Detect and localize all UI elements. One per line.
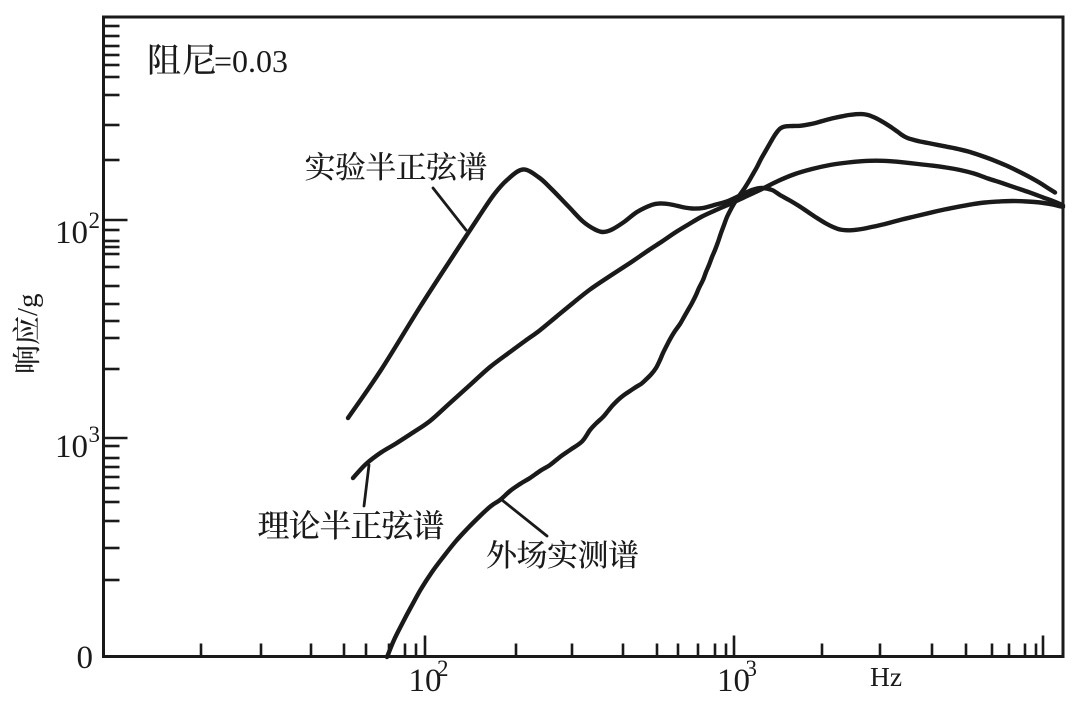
svg-text:3: 3 bbox=[89, 422, 101, 447]
svg-text:/g: /g bbox=[12, 293, 44, 316]
svg-text:Hz: Hz bbox=[870, 661, 902, 692]
svg-text:10: 10 bbox=[409, 663, 442, 699]
svg-text:3: 3 bbox=[746, 656, 758, 681]
svg-text:2: 2 bbox=[437, 656, 449, 681]
svg-text:10: 10 bbox=[55, 215, 88, 251]
svg-text:2: 2 bbox=[89, 208, 101, 233]
svg-text:0: 0 bbox=[77, 640, 94, 676]
svg-text:10: 10 bbox=[55, 429, 88, 465]
svg-text:10: 10 bbox=[717, 663, 750, 699]
svg-text:=0.03: =0.03 bbox=[214, 43, 288, 79]
